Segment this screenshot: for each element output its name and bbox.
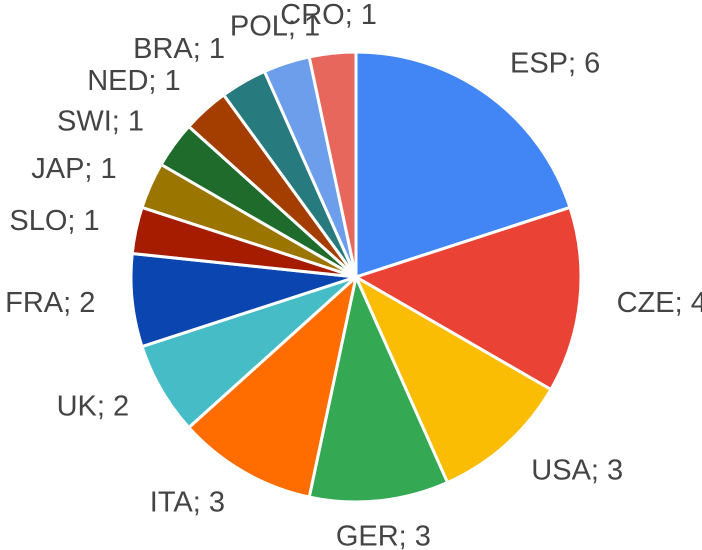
slice-label-slo: SLO; 1 xyxy=(9,205,99,237)
slice-label-usa: USA; 3 xyxy=(531,454,623,486)
slice-label-fra: FRA; 2 xyxy=(5,287,95,319)
slice-label-cze: CZE; 4 xyxy=(617,287,702,319)
pie-slice-ita xyxy=(187,275,358,499)
pie-slices xyxy=(129,50,583,504)
slice-label-pol: POL; 1 xyxy=(230,10,320,42)
pie-slice-cro xyxy=(307,50,358,279)
slice-labels: ESP; 6 CZE; 4 USA; 3 GER; 3 ITA; 3 UK; 2 FRA; … xyxy=(5,0,702,550)
slice-label-ita: ITA; 3 xyxy=(150,487,225,519)
pie-slice-cze xyxy=(354,205,583,391)
slice-label-cro: CRO; 1 xyxy=(280,0,377,31)
pie-slice-esp xyxy=(354,50,572,279)
slice-label-jap: JAP; 1 xyxy=(31,153,116,185)
slice-label-esp: ESP; 6 xyxy=(510,48,600,80)
pie-slice-usa xyxy=(354,275,553,485)
slice-label-ned: NED; 1 xyxy=(87,65,180,97)
slice-label-uk: UK; 2 xyxy=(57,391,130,423)
slice-label-bra: BRA; 1 xyxy=(133,33,225,65)
slice-label-swi: SWI; 1 xyxy=(57,106,144,138)
pie-slice-ger xyxy=(307,275,450,504)
slice-label-ger: GER; 3 xyxy=(336,520,431,550)
